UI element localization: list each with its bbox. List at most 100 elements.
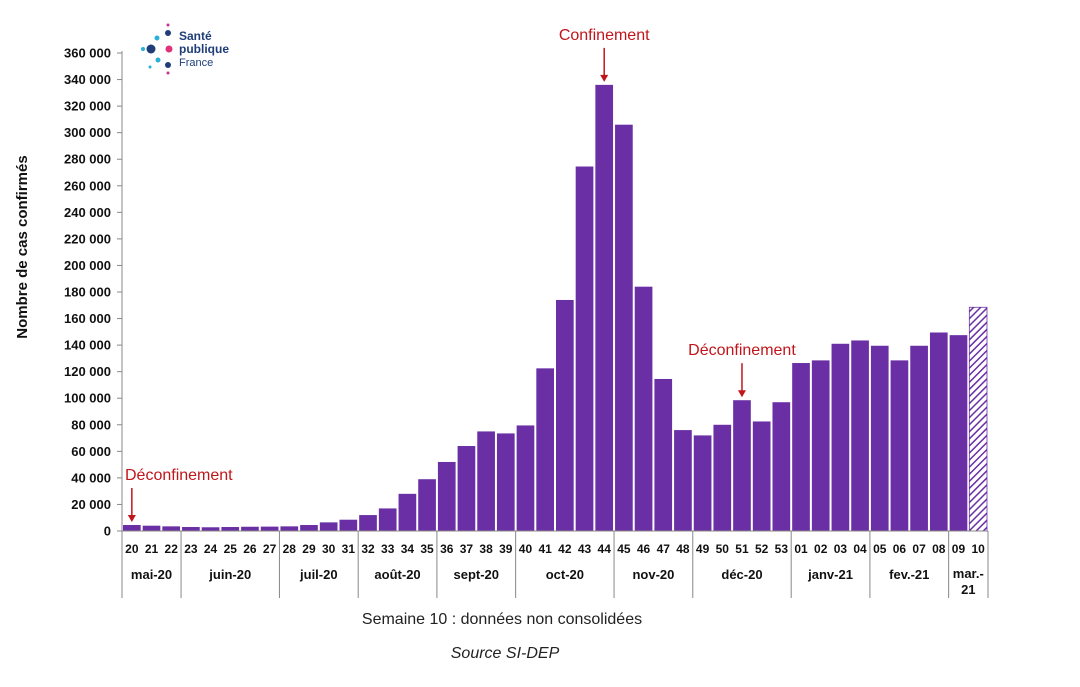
bar-week-48 bbox=[674, 430, 692, 531]
sante-publique-logo: Santé publique France bbox=[141, 23, 229, 75]
week-label: 49 bbox=[696, 542, 710, 556]
week-label: 32 bbox=[361, 542, 375, 556]
y-tick-label: 160 000 bbox=[64, 311, 111, 326]
bar-week-52 bbox=[752, 421, 771, 531]
bar-week-43 bbox=[575, 166, 594, 531]
bar-week-06 bbox=[890, 360, 909, 531]
week-label: 21 bbox=[145, 542, 159, 556]
week-label: 51 bbox=[735, 542, 749, 556]
month-label: nov-20 bbox=[632, 567, 674, 582]
bar-week-42 bbox=[556, 299, 574, 531]
week-label: 35 bbox=[420, 542, 434, 556]
y-axis: 0 20 000 40 000 60 000 80 000 100 000 120 000 1… bbox=[64, 46, 123, 539]
week-label: 02 bbox=[814, 542, 828, 556]
week-label: 50 bbox=[716, 542, 730, 556]
month-label: janv-21 bbox=[807, 567, 853, 582]
week-label: 01 bbox=[794, 542, 808, 556]
bar-week-01 bbox=[792, 363, 810, 531]
annotation-label: Déconfinement bbox=[688, 342, 796, 359]
bar-week-28 bbox=[280, 526, 299, 531]
bar-week-05 bbox=[870, 345, 889, 531]
logo-dots-icon bbox=[141, 23, 173, 75]
week-label: 37 bbox=[460, 542, 474, 556]
logo-line2: publique bbox=[179, 42, 229, 56]
week-label: 31 bbox=[342, 542, 356, 556]
bar-week-22 bbox=[162, 526, 181, 531]
bar-week-30 bbox=[319, 522, 338, 531]
bar-week-21 bbox=[142, 525, 161, 531]
y-tick-label: 260 000 bbox=[64, 178, 111, 193]
footer-source: Source SI-DEP bbox=[451, 645, 560, 662]
week-label: 03 bbox=[834, 542, 848, 556]
bar-week-41 bbox=[536, 368, 554, 531]
week-label: 44 bbox=[598, 542, 612, 556]
y-tick-label: 220 000 bbox=[64, 231, 111, 246]
y-tick-label: 280 000 bbox=[64, 152, 111, 167]
bars bbox=[123, 84, 988, 532]
bar-week-34 bbox=[398, 493, 417, 531]
month-label-line2: 21 bbox=[961, 582, 975, 597]
y-tick-label: 200 000 bbox=[64, 258, 111, 273]
bar-week-45 bbox=[615, 124, 633, 531]
week-label: 41 bbox=[538, 542, 552, 556]
bar-week-47 bbox=[654, 378, 673, 531]
bar-week-51 bbox=[733, 400, 751, 531]
week-label: 38 bbox=[479, 542, 493, 556]
month-label: déc-20 bbox=[721, 567, 762, 582]
week-label: 52 bbox=[755, 542, 769, 556]
y-tick-label: 180 000 bbox=[64, 285, 111, 300]
week-label: 40 bbox=[519, 542, 533, 556]
x-axis: 20 21 22 23 24 25 26 27 28 29 30 31 32 33 34 35 36 37 38 39… bbox=[121, 530, 989, 598]
week-label: 29 bbox=[302, 542, 316, 556]
footer-note: Semaine 10 : données non consolidées bbox=[362, 611, 642, 628]
annotation-arrowhead bbox=[737, 390, 746, 398]
bar-week-23 bbox=[182, 527, 200, 531]
month-label: juil-20 bbox=[299, 567, 338, 582]
bar-week-49 bbox=[693, 435, 712, 531]
y-tick-label: 20 000 bbox=[71, 497, 111, 512]
week-label: 20 bbox=[125, 542, 139, 556]
bar-week-26 bbox=[241, 526, 259, 531]
bar-week-20 bbox=[123, 525, 141, 531]
week-label: 43 bbox=[578, 542, 592, 556]
bar-week-29 bbox=[300, 525, 318, 531]
y-tick-label: 360 000 bbox=[64, 46, 111, 61]
annotation-label: Confinement bbox=[559, 27, 650, 44]
y-tick-label: 0 bbox=[104, 524, 111, 539]
y-tick-label: 80 000 bbox=[71, 417, 111, 432]
y-tick-label: 320 000 bbox=[64, 99, 111, 114]
week-label: 06 bbox=[893, 542, 907, 556]
week-label: 05 bbox=[873, 542, 887, 556]
month-label: fev.-21 bbox=[889, 567, 929, 582]
bar-week-35 bbox=[418, 479, 436, 531]
week-label: 24 bbox=[204, 542, 218, 556]
bar-week-36 bbox=[437, 461, 456, 531]
y-tick-label: 240 000 bbox=[64, 205, 111, 220]
week-label: 36 bbox=[440, 542, 454, 556]
month-label: août-20 bbox=[374, 567, 420, 582]
annotations: Déconfinement Confinement Déconfinement bbox=[125, 27, 796, 523]
week-label: 46 bbox=[637, 542, 651, 556]
bar-week-53 bbox=[772, 402, 791, 531]
bar-week-31 bbox=[339, 519, 358, 531]
y-tick-label: 100 000 bbox=[64, 391, 111, 406]
y-axis-label: Nombre de cas confirmés bbox=[14, 155, 31, 338]
week-label: 28 bbox=[283, 542, 297, 556]
week-label: 26 bbox=[243, 542, 257, 556]
week-label: 30 bbox=[322, 542, 336, 556]
bar-week-27 bbox=[260, 526, 279, 531]
week-label: 04 bbox=[853, 542, 867, 556]
week-label: 47 bbox=[657, 542, 671, 556]
week-label: 23 bbox=[184, 542, 198, 556]
bar-week-46 bbox=[634, 286, 653, 531]
bar-week-33 bbox=[378, 508, 397, 531]
month-label: oct-20 bbox=[546, 567, 584, 582]
week-label: 53 bbox=[775, 542, 789, 556]
y-tick-label: 40 000 bbox=[71, 470, 111, 485]
y-tick-label: 140 000 bbox=[64, 338, 111, 353]
week-label: 22 bbox=[165, 542, 179, 556]
bar-week-25 bbox=[221, 527, 240, 531]
y-tick-label: 120 000 bbox=[64, 364, 111, 379]
bar-week-37 bbox=[457, 446, 476, 531]
